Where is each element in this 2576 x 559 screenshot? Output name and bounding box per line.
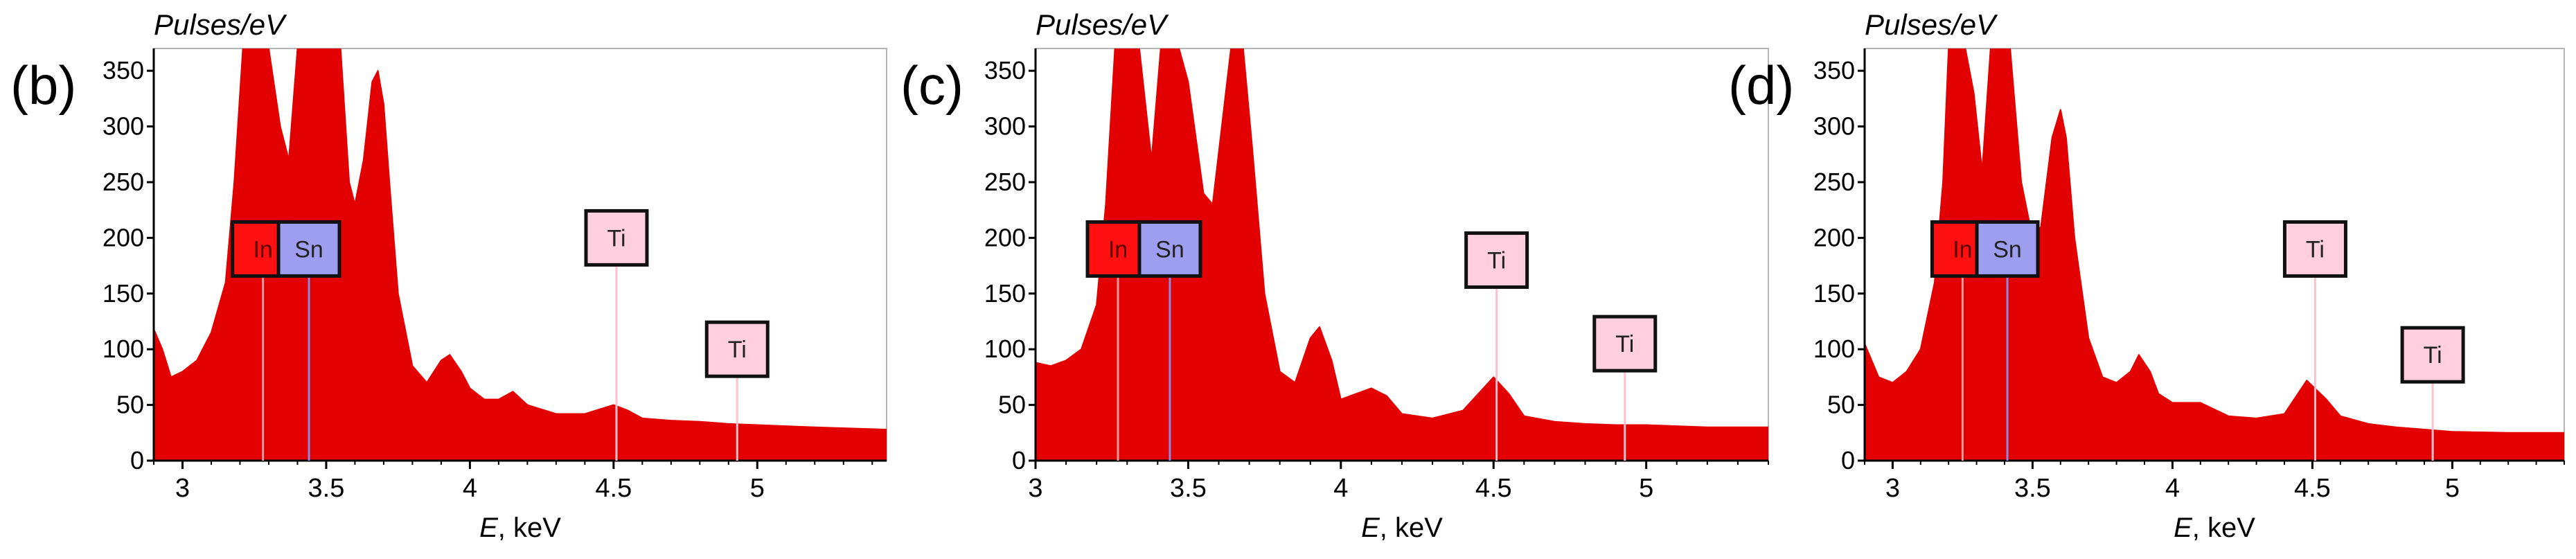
y-tick-label: 250	[103, 168, 144, 196]
y-tick-label: 100	[1813, 335, 1855, 363]
y-tick-label: 0	[1012, 446, 1026, 474]
y-tick-label: 50	[998, 391, 1026, 419]
y-tick-label: 0	[130, 446, 144, 474]
y-tick-label: 150	[984, 279, 1026, 308]
panel-label: (b)	[10, 55, 76, 116]
x-tick-label: 3.5	[2014, 474, 2051, 503]
element-label: In	[1108, 236, 1128, 263]
y-tick-label: 200	[1813, 223, 1855, 251]
x-tick-label: 4	[463, 474, 477, 503]
y-axis-label: Pulses/eV	[1036, 8, 1169, 41]
x-tick-label: 3.5	[1170, 474, 1207, 503]
element-label: Ti	[1487, 248, 1506, 274]
x-tick-label: 5	[2445, 474, 2460, 503]
y-tick-label: 100	[984, 335, 1026, 363]
x-tick-label: 3	[1885, 474, 1900, 503]
x-axis-unit: , keV	[498, 513, 561, 543]
y-tick-label: 300	[984, 112, 1026, 141]
x-axis-variable: E	[479, 513, 499, 543]
element-label: Ti	[2306, 236, 2325, 263]
x-tick-label: 5	[1639, 474, 1653, 503]
y-tick-label: 150	[103, 279, 144, 308]
element-label-box	[276, 220, 341, 278]
x-tick-label: 4.5	[595, 474, 632, 503]
panel-label: (c)	[900, 55, 963, 116]
x-axis-variable: E	[2174, 513, 2193, 543]
spectrum-area	[1036, 48, 1768, 461]
element-label: In	[1953, 236, 1972, 263]
element-label-box	[704, 320, 770, 378]
panel-label: (d)	[1728, 55, 1794, 116]
x-tick-label: 3	[1028, 474, 1042, 503]
x-axis-variable: E	[1361, 513, 1380, 543]
x-axis-label: E, keV	[479, 513, 561, 543]
spectrum-panel: 0 50 100 150 200 250 300 350 3 3.5 4 4.5 5 Pulses/eV E…	[10, 8, 887, 543]
element-label: Ti	[728, 337, 747, 363]
y-tick-label: 0	[1841, 446, 1855, 474]
spectrum-panel: 0 50 100 150 200 250 300 350 3 3.5 4 4.5 5 Pulses/eV E…	[900, 8, 1769, 543]
element-label-box	[1464, 231, 1529, 290]
element-label-box	[2282, 220, 2347, 278]
y-axis-label: Pulses/eV	[154, 8, 287, 41]
x-axis-label: E, keV	[2174, 513, 2255, 543]
y-tick-label: 350	[984, 56, 1026, 85]
x-axis-unit: , keV	[1380, 513, 1443, 543]
x-tick-label: 4	[2165, 474, 2180, 503]
x-tick-label: 5	[750, 474, 765, 503]
element-label-box	[1137, 220, 1202, 278]
y-tick-label: 50	[1827, 391, 1855, 419]
y-tick-label: 100	[103, 335, 144, 363]
y-tick-label: 250	[1813, 168, 1855, 196]
y-tick-label: 50	[116, 391, 144, 419]
element-label: Ti	[1615, 331, 1634, 357]
x-tick-label: 4	[1333, 474, 1348, 503]
y-tick-label: 200	[984, 223, 1026, 251]
x-axis-unit: , keV	[2192, 513, 2255, 543]
y-tick-label: 200	[103, 223, 144, 251]
x-axis-label: E, keV	[1361, 513, 1443, 543]
x-tick-label: 4.5	[2294, 474, 2331, 503]
x-tick-label: 3.5	[308, 474, 345, 503]
y-tick-label: 300	[103, 112, 144, 141]
spectrum-panel: 0 50 100 150 200 250 300 350 3 3.5 4 4.5 5 Pulses/eV E…	[1728, 8, 2565, 543]
y-axis-label: Pulses/eV	[1865, 8, 1998, 41]
element-label: Sn	[1155, 236, 1184, 263]
element-label: Ti	[607, 225, 625, 251]
element-label-box	[1975, 220, 2040, 278]
element-label-box	[584, 208, 649, 267]
y-tick-label: 250	[984, 168, 1026, 196]
element-label: Sn	[1993, 236, 2022, 263]
x-tick-label: 4.5	[1475, 474, 1512, 503]
element-label: Sn	[294, 236, 323, 263]
y-tick-label: 300	[1813, 112, 1855, 141]
element-label: Ti	[2424, 342, 2442, 369]
element-label: In	[253, 236, 272, 263]
spectrum-area	[1865, 48, 2564, 461]
y-tick-label: 350	[1813, 56, 1855, 85]
y-tick-label: 150	[1813, 279, 1855, 308]
element-label-box	[1592, 314, 1658, 373]
element-label-box	[2400, 326, 2465, 384]
y-tick-label: 350	[103, 56, 144, 85]
spectrum-area	[154, 48, 887, 461]
x-tick-label: 3	[175, 474, 190, 503]
